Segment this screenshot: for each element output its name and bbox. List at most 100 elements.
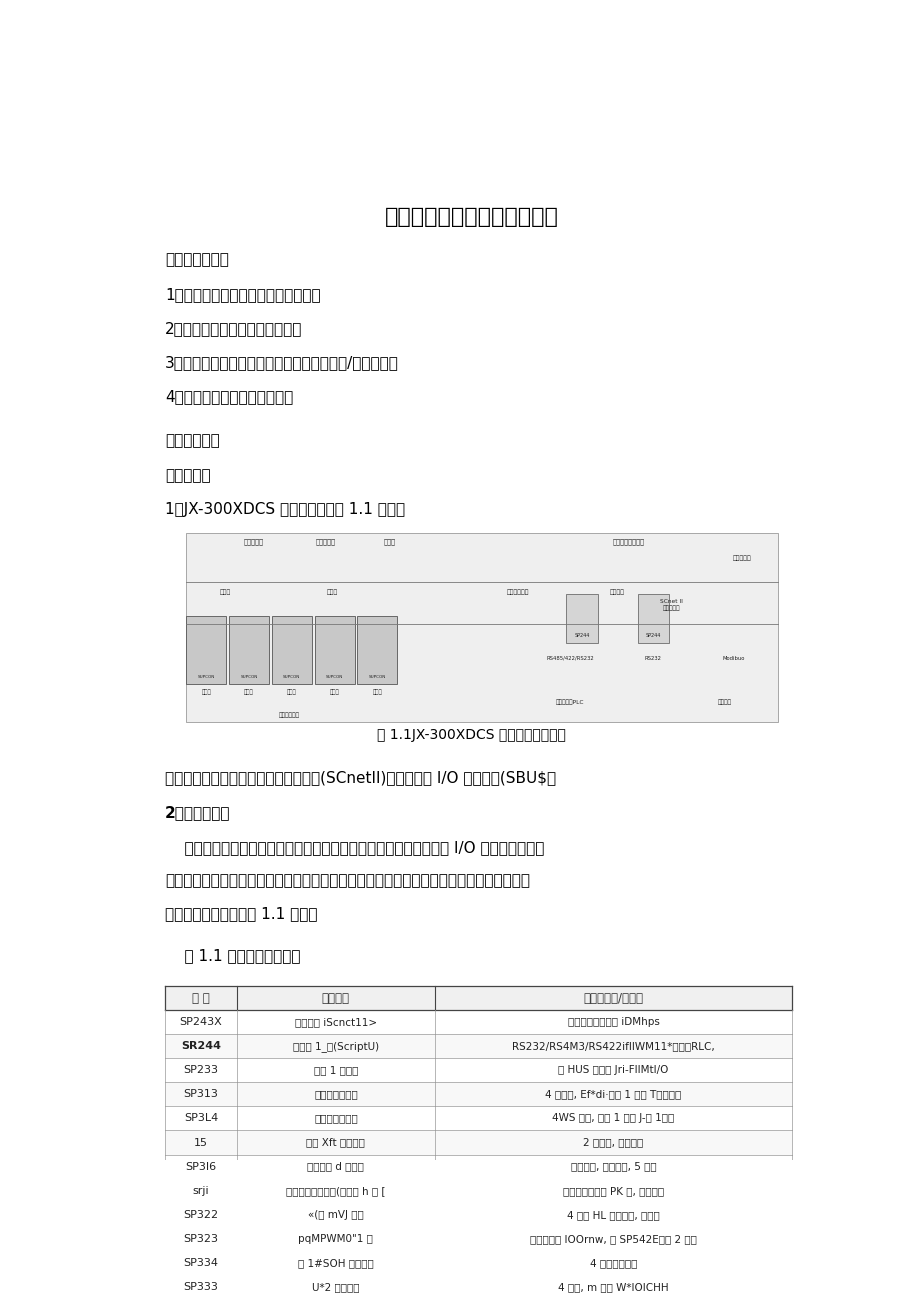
Text: 4 路褥 HL 点点齿阻, 矽矿余: 4 路褥 HL 点点齿阻, 矽矿余 — [566, 1209, 659, 1220]
Text: 管理计算机: 管理计算机 — [315, 538, 335, 546]
Text: 管理层数据服务器: 管理层数据服务器 — [612, 538, 643, 546]
Bar — [165, 1010, 791, 1035]
Bar — [165, 1035, 791, 1058]
Text: 工程作站: 工程作站 — [609, 590, 625, 595]
Bar — [165, 1274, 791, 1299]
Text: 汩山雨俗 d 输入十: 汩山雨俗 d 输入十 — [307, 1161, 364, 1171]
Text: 数采站: 数采站 — [201, 689, 210, 696]
Text: 多功能计算站: 多功能计算站 — [506, 590, 528, 595]
Text: U*2 越输入卡: U*2 越输入卡 — [312, 1282, 359, 1293]
Text: SP243X: SP243X — [179, 1018, 222, 1027]
Text: 4、掌握控制站卡的地址设置。: 4、掌握控制站卡的地址设置。 — [165, 390, 293, 405]
Text: 性帧及输人/特福敲: 性帧及输人/特福敲 — [583, 992, 642, 1005]
Text: 3、掌握控制站卡件型号、名称、性能及输入/输出点数；: 3、掌握控制站卡件型号、名称、性能及输入/输出点数； — [165, 356, 398, 370]
Text: SP322: SP322 — [183, 1209, 219, 1220]
Text: 电再代号输入卡: 电再代号输入卡 — [313, 1114, 357, 1123]
Text: SP244: SP244 — [573, 633, 589, 638]
Text: 地电阳由以嫡入上(定矩小 h 桂 [: 地电阳由以嫡入上(定矩小 h 桂 [ — [286, 1186, 385, 1196]
Text: 控制站卡件位于控制站卡件机笼里，主要由主控卡、数据转发卡和 I/O 卡组成。卡件按: 控制站卡件位于控制站卡件机笼里，主要由主控卡、数据转发卡和 I/O 卡组成。卡件… — [165, 840, 544, 855]
Text: «(抛 mVJ 输卡: «(抛 mVJ 输卡 — [308, 1209, 363, 1220]
Text: Modibuо: Modibuо — [722, 655, 744, 661]
Bar — [165, 1106, 791, 1131]
Text: 由他信号辐入十: 由他信号辐入十 — [313, 1089, 357, 1100]
Text: 一、实验目的：: 一、实验目的： — [165, 251, 229, 267]
Text: 工暗输入，点点 PK 面, 口门汇余: 工暗输入，点点 PK 面, 口门汇余 — [562, 1186, 664, 1196]
Text: 操作站: 操作站 — [326, 590, 337, 595]
Text: SP3L4: SP3L4 — [184, 1114, 218, 1123]
Text: 电 号: 电 号 — [192, 992, 210, 1005]
Text: SP233: SP233 — [183, 1066, 218, 1075]
Text: SP333: SP333 — [184, 1282, 218, 1293]
Text: RS485/422/RS232: RS485/422/RS232 — [545, 655, 593, 661]
Bar — [165, 1227, 791, 1251]
Text: 极爽 Xft 号搀入卡: 极爽 Xft 号搀入卡 — [306, 1138, 365, 1148]
Bar — [272, 616, 312, 684]
Text: SCnet II
过程控制网: SCnet II 过程控制网 — [659, 599, 682, 611]
Bar — [229, 616, 268, 684]
Text: 1、JX-300XDCS 系统网结构如图 1.1 所示：: 1、JX-300XDCS 系统网结构如图 1.1 所示： — [165, 502, 404, 517]
Text: 2、熟悉系统规模、控制站规模；: 2、熟悉系统规模、控制站规模； — [165, 322, 302, 336]
Text: 实验一：硬件系统熟悉与操作: 实验一：硬件系统熟悉与操作 — [384, 206, 558, 227]
Text: 信息管理网: 信息管理网 — [732, 556, 751, 562]
Text: SR244: SR244 — [181, 1041, 221, 1052]
Text: 剿秫诞也的 IOOrnw, 和 SP542E「施 2 介用: 剿秫诞也的 IOOrnw, 和 SP542E「施 2 介用 — [529, 1234, 697, 1244]
Text: 4 点分剐麻阳中: 4 点分剐麻阳中 — [589, 1257, 637, 1268]
Text: SUPCON: SUPCON — [240, 675, 257, 679]
Text: 2、控制站卡件: 2、控制站卡件 — [165, 805, 230, 820]
Bar — [165, 1299, 791, 1303]
Bar — [165, 986, 791, 1010]
Text: pqMPWM0"1 卡: pqMPWM0"1 卡 — [298, 1234, 373, 1244]
Bar — [165, 1179, 791, 1203]
Bar — [637, 594, 668, 642]
Text: 管理计算机: 管理计算机 — [244, 538, 264, 546]
Text: 通讯网分为三层：信息管理、过程控制(SCnetII)和控制站部 I/O 控制总线(SBU$。: 通讯网分为三层：信息管理、过程控制(SCnetII)和控制站部 I/O 控制总线… — [165, 770, 555, 784]
Bar — [186, 533, 777, 722]
Text: 面件右称: 面件右称 — [322, 992, 349, 1005]
Text: 片 HUS 做蚣机 Jri-FIlMtl/O: 片 HUS 做蚣机 Jri-FIlMtl/O — [558, 1066, 668, 1075]
Bar — [165, 1203, 791, 1227]
Text: 主控制经 iScnct11>: 主控制经 iScnct11> — [294, 1018, 377, 1027]
Text: 1、了解集散控制系统的组成和结构；: 1、了解集散控制系统的组成和结构； — [165, 287, 320, 302]
Text: 表 1.1 控制站卡件一览表: 表 1.1 控制站卡件一览表 — [165, 949, 301, 963]
Text: 4 懂入, m 而和 W*IOICHH: 4 懂入, m 而和 W*IOICHH — [558, 1282, 668, 1293]
Text: SUPCON: SUPCON — [325, 675, 343, 679]
Text: SP334: SP334 — [183, 1257, 218, 1268]
Bar — [165, 1131, 791, 1154]
Text: 控制站卡件一览表如表 1.1 所示；: 控制站卡件一览表如表 1.1 所示； — [165, 907, 317, 921]
Text: 一定的规则组合在一起，完成信号采集、信号处理、信号输出、控制、计算、通讯等功能。: 一定的规则组合在一起，完成信号采集、信号处理、信号输出、控制、计算、通讯等功能。 — [165, 873, 529, 889]
Bar — [314, 616, 354, 684]
Text: SP313: SP313 — [184, 1089, 218, 1100]
Text: srji: srji — [192, 1186, 210, 1196]
Text: 4 睹餐人, Ef*di·分到 1 隔附 T「了完余: 4 睹餐人, Ef*di·分到 1 隔附 T「了完余 — [545, 1089, 681, 1100]
Text: 操作站: 操作站 — [220, 590, 231, 595]
Text: 逻辑站: 逻辑站 — [329, 689, 339, 696]
Text: 规场控制单元: 规场控制单元 — [278, 713, 300, 718]
Text: SP3I6: SP3I6 — [186, 1161, 216, 1171]
Text: RS232/RS4M3/RS422iflIWM11*围以，RLC,: RS232/RS4M3/RS422iflIWM11*围以，RLC, — [512, 1041, 714, 1052]
Text: 智能仪表: 智能仪表 — [717, 700, 731, 705]
Text: SUPCON: SUPCON — [369, 675, 386, 679]
Text: 智能设备或PLC: 智能设备或PLC — [555, 700, 584, 705]
Bar — [165, 1154, 791, 1179]
Text: 端子板: 端子板 — [372, 689, 381, 696]
Text: 硬件简介：: 硬件简介： — [165, 468, 210, 483]
Text: 2 昭饷人, 由点而耀: 2 昭饷人, 由点而耀 — [583, 1138, 643, 1148]
Text: 四 1#SOH 号搞入卡: 四 1#SOH 号搞入卡 — [298, 1257, 373, 1268]
Text: RS232: RS232 — [644, 655, 661, 661]
Text: 控制站: 控制站 — [244, 689, 254, 696]
Bar — [186, 616, 226, 684]
Text: SP244: SP244 — [645, 633, 660, 638]
Text: SUPCON: SUPCON — [198, 675, 215, 679]
Bar — [165, 1058, 791, 1083]
Text: 打印机: 打印机 — [383, 538, 395, 546]
Text: 加讯施 1_卡(ScriptU): 加讯施 1_卡(ScriptU) — [292, 1041, 379, 1052]
Text: SUPCON: SUPCON — [283, 675, 301, 679]
Bar — [165, 1251, 791, 1274]
Bar — [566, 594, 597, 642]
Bar — [357, 616, 397, 684]
Text: 工岫插入, 点点强阻, 5 元前: 工岫插入, 点点强阻, 5 元前 — [570, 1161, 655, 1171]
Text: 控制站: 控制站 — [287, 689, 296, 696]
Text: SP323: SP323 — [183, 1234, 218, 1244]
Text: 图 1.1JX-300XDCS 系统网结构示意图: 图 1.1JX-300XDCS 系统网结构示意图 — [377, 728, 565, 741]
Text: 敝势 1 中出卡: 敝势 1 中出卡 — [313, 1066, 357, 1075]
